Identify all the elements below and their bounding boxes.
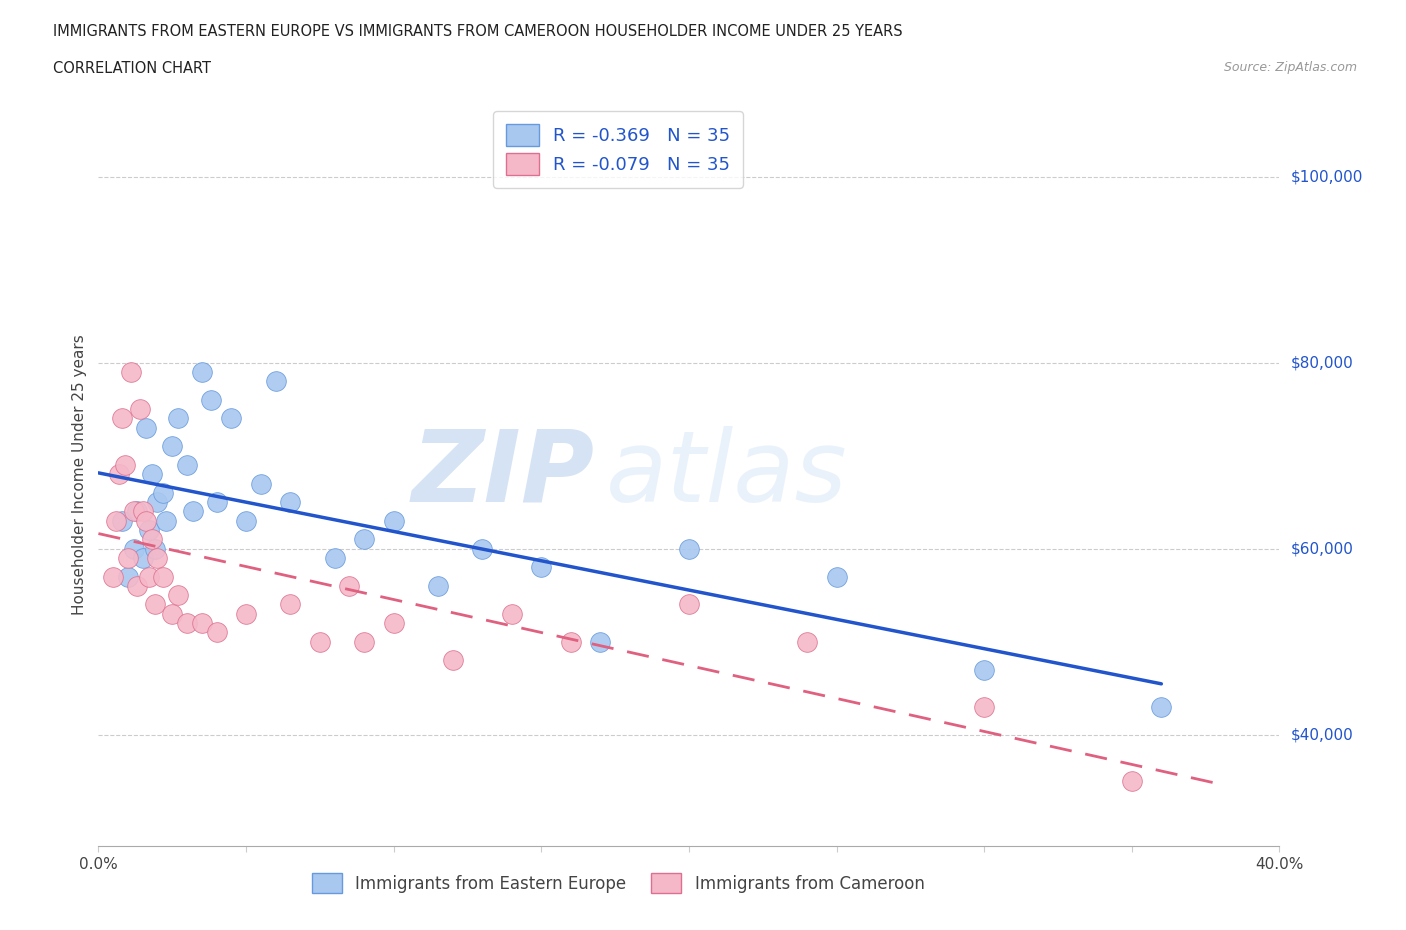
Point [427,578,450,593]
Point [146,495,169,510]
Point [278,597,302,612]
Point [138,569,160,584]
Point [191,365,214,379]
Point [125,578,148,593]
Point [181,504,204,519]
Text: $80,000: $80,000 [1291,355,1354,370]
Point [143,597,166,612]
Point [353,532,375,547]
Point [323,551,346,565]
Point [235,606,257,621]
Point [152,485,174,500]
Text: $60,000: $60,000 [1291,541,1354,556]
Text: ZIP: ZIP [412,426,595,523]
Point [132,504,155,519]
Point [278,495,302,510]
Point [205,625,228,640]
Point [162,606,183,621]
Point [117,569,139,584]
Point [108,467,131,482]
Point [167,588,190,603]
Text: Source: ZipAtlas.com: Source: ZipAtlas.com [1223,61,1357,74]
Point [105,513,128,528]
Point [135,420,157,435]
Point [155,513,177,528]
Point [441,653,464,668]
Point [191,616,214,631]
Text: atlas: atlas [606,426,848,523]
Point [589,634,612,649]
Point [138,523,160,538]
Point [235,513,257,528]
Point [973,699,995,714]
Point [382,513,405,528]
Point [114,458,136,472]
Point [128,402,150,417]
Point [973,662,995,677]
Point [122,504,145,519]
Point [141,467,163,482]
Point [796,634,818,649]
Point [219,411,242,426]
Point [1150,699,1173,714]
Point [111,411,134,426]
Point [125,504,148,519]
Point [309,634,332,649]
Point [205,495,228,510]
Point [103,569,125,584]
Point [1121,774,1143,789]
Point [353,634,375,649]
Point [176,616,198,631]
Text: CORRELATION CHART: CORRELATION CHART [53,61,211,76]
Point [471,541,494,556]
Point [122,541,145,556]
Y-axis label: Householder Income Under 25 years: Householder Income Under 25 years [72,334,87,615]
Point [250,476,273,491]
Point [678,597,700,612]
Point [530,560,553,575]
Point [560,634,582,649]
Text: IMMIGRANTS FROM EASTERN EUROPE VS IMMIGRANTS FROM CAMEROON HOUSEHOLDER INCOME UN: IMMIGRANTS FROM EASTERN EUROPE VS IMMIGR… [53,24,903,39]
Point [117,551,139,565]
Point [132,551,155,565]
Point [152,569,174,584]
Text: $100,000: $100,000 [1291,169,1362,184]
Text: $40,000: $40,000 [1291,727,1354,742]
Point [143,541,166,556]
Point [337,578,360,593]
Point [162,439,183,454]
Point [825,569,848,584]
Point [264,374,287,389]
Point [141,532,163,547]
Point [120,365,142,379]
Point [678,541,700,556]
Point [111,513,134,528]
Legend: Immigrants from Eastern Europe, Immigrants from Cameroon: Immigrants from Eastern Europe, Immigran… [299,861,936,905]
Point [501,606,523,621]
Point [167,411,190,426]
Point [200,392,222,407]
Point [176,458,198,472]
Point [135,513,157,528]
Point [146,551,169,565]
Point [382,616,405,631]
